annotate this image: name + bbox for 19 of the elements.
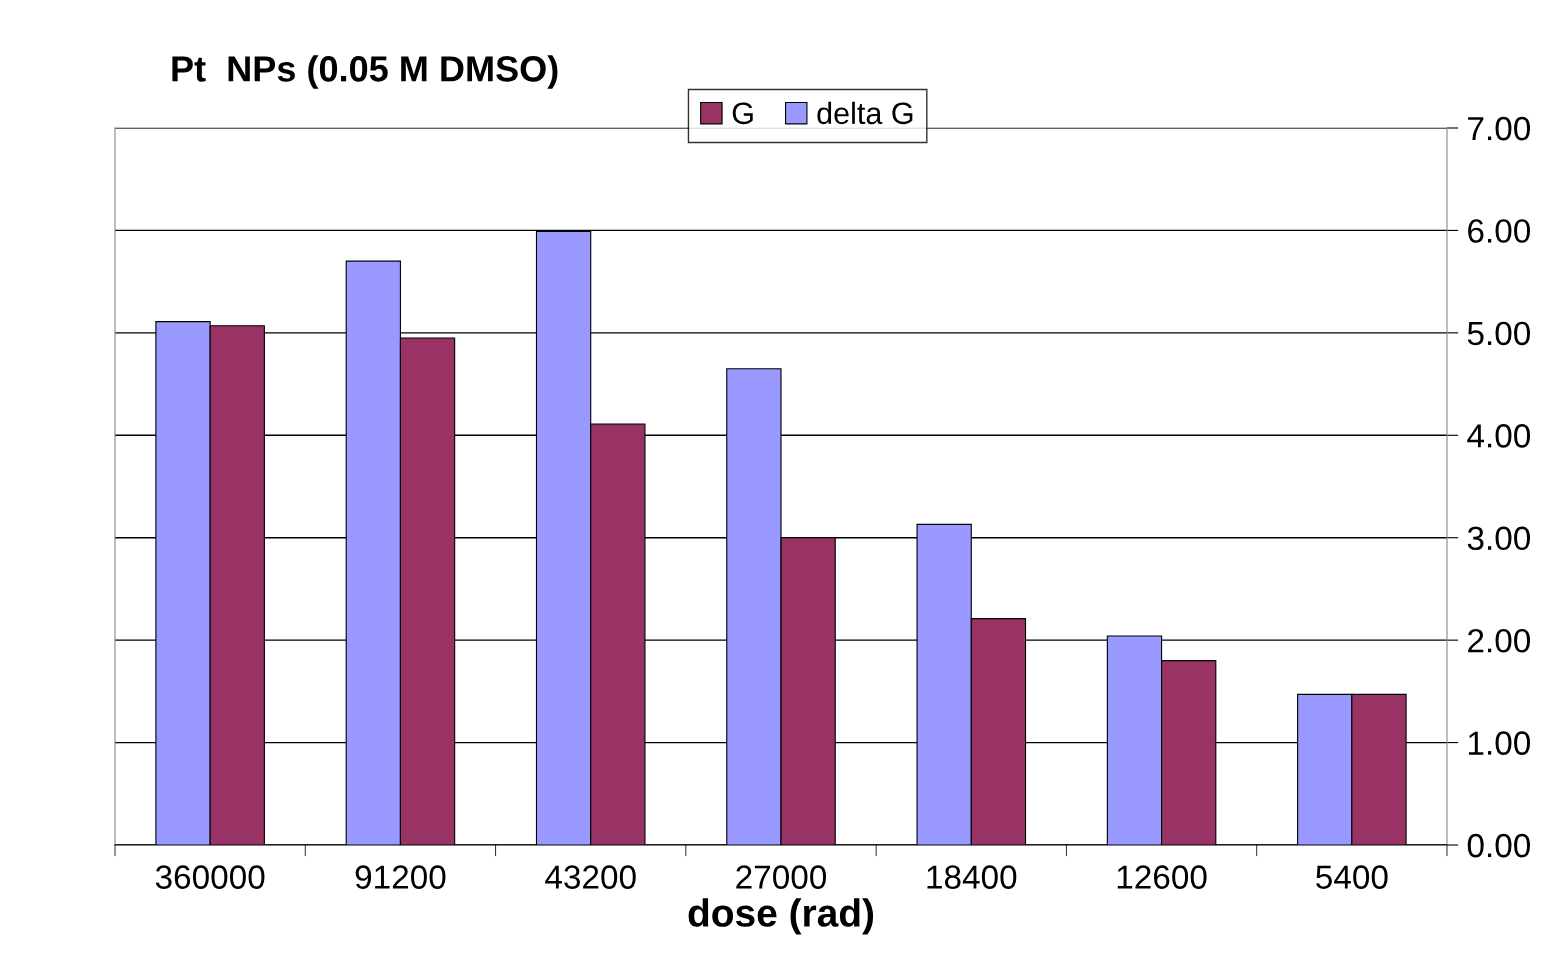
y-tick-label: 5.00 <box>1467 321 1531 346</box>
x-axis-title: dose (rad) <box>688 898 874 935</box>
y-tick-label: 6.00 <box>1468 219 1531 243</box>
y-tick-label: 1.00 <box>1468 731 1531 755</box>
y-tick-label: 2.00 <box>1468 628 1531 653</box>
y-tick-label: 7.00 <box>1468 116 1531 141</box>
x-tick-label: 18400 <box>927 865 1017 889</box>
y-tick-label: 0.00 <box>1467 833 1531 858</box>
x-tick-label: 5400 <box>1316 865 1388 889</box>
legend-label: G <box>732 102 753 125</box>
x-tick-label: 91200 <box>355 865 446 889</box>
y-tick-label: 4.00 <box>1467 424 1531 448</box>
legend-label: delta G <box>817 101 913 125</box>
x-tick-label: 360000 <box>155 865 265 889</box>
x-tick-label: 12600 <box>1117 865 1207 889</box>
x-tick-label: 43200 <box>545 865 636 889</box>
y-tick-label: 3.00 <box>1467 526 1531 551</box>
x-tick-label: 27000 <box>736 865 827 889</box>
chart-title: Pt NPs (0.05 M DMSO) <box>172 55 558 89</box>
